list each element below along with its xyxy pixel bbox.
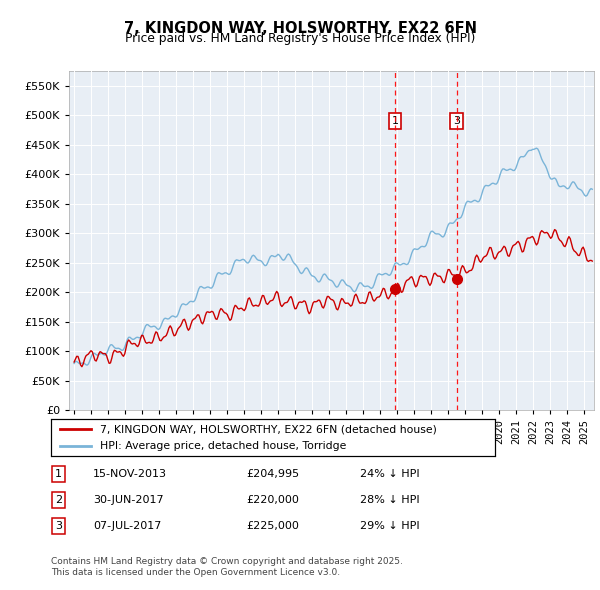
Text: 3: 3 <box>55 521 62 530</box>
Text: 2: 2 <box>55 495 62 504</box>
Text: 30-JUN-2017: 30-JUN-2017 <box>93 495 164 504</box>
Text: 7, KINGDON WAY, HOLSWORTHY, EX22 6FN: 7, KINGDON WAY, HOLSWORTHY, EX22 6FN <box>124 21 476 35</box>
Text: 1: 1 <box>391 116 398 126</box>
Text: 15-NOV-2013: 15-NOV-2013 <box>93 469 167 478</box>
Text: 07-JUL-2017: 07-JUL-2017 <box>93 521 161 530</box>
Text: HPI: Average price, detached house, Torridge: HPI: Average price, detached house, Torr… <box>100 441 346 451</box>
Text: Price paid vs. HM Land Registry's House Price Index (HPI): Price paid vs. HM Land Registry's House … <box>125 32 475 45</box>
Text: 24% ↓ HPI: 24% ↓ HPI <box>360 469 419 478</box>
Text: £225,000: £225,000 <box>246 521 299 530</box>
Text: 28% ↓ HPI: 28% ↓ HPI <box>360 495 419 504</box>
Text: This data is licensed under the Open Government Licence v3.0.: This data is licensed under the Open Gov… <box>51 568 340 577</box>
Text: £204,995: £204,995 <box>246 469 299 478</box>
Text: 29% ↓ HPI: 29% ↓ HPI <box>360 521 419 530</box>
Text: 7, KINGDON WAY, HOLSWORTHY, EX22 6FN (detached house): 7, KINGDON WAY, HOLSWORTHY, EX22 6FN (de… <box>100 424 437 434</box>
Text: £220,000: £220,000 <box>246 495 299 504</box>
Text: Contains HM Land Registry data © Crown copyright and database right 2025.: Contains HM Land Registry data © Crown c… <box>51 558 403 566</box>
Text: 1: 1 <box>55 469 62 478</box>
Text: 3: 3 <box>453 116 460 126</box>
